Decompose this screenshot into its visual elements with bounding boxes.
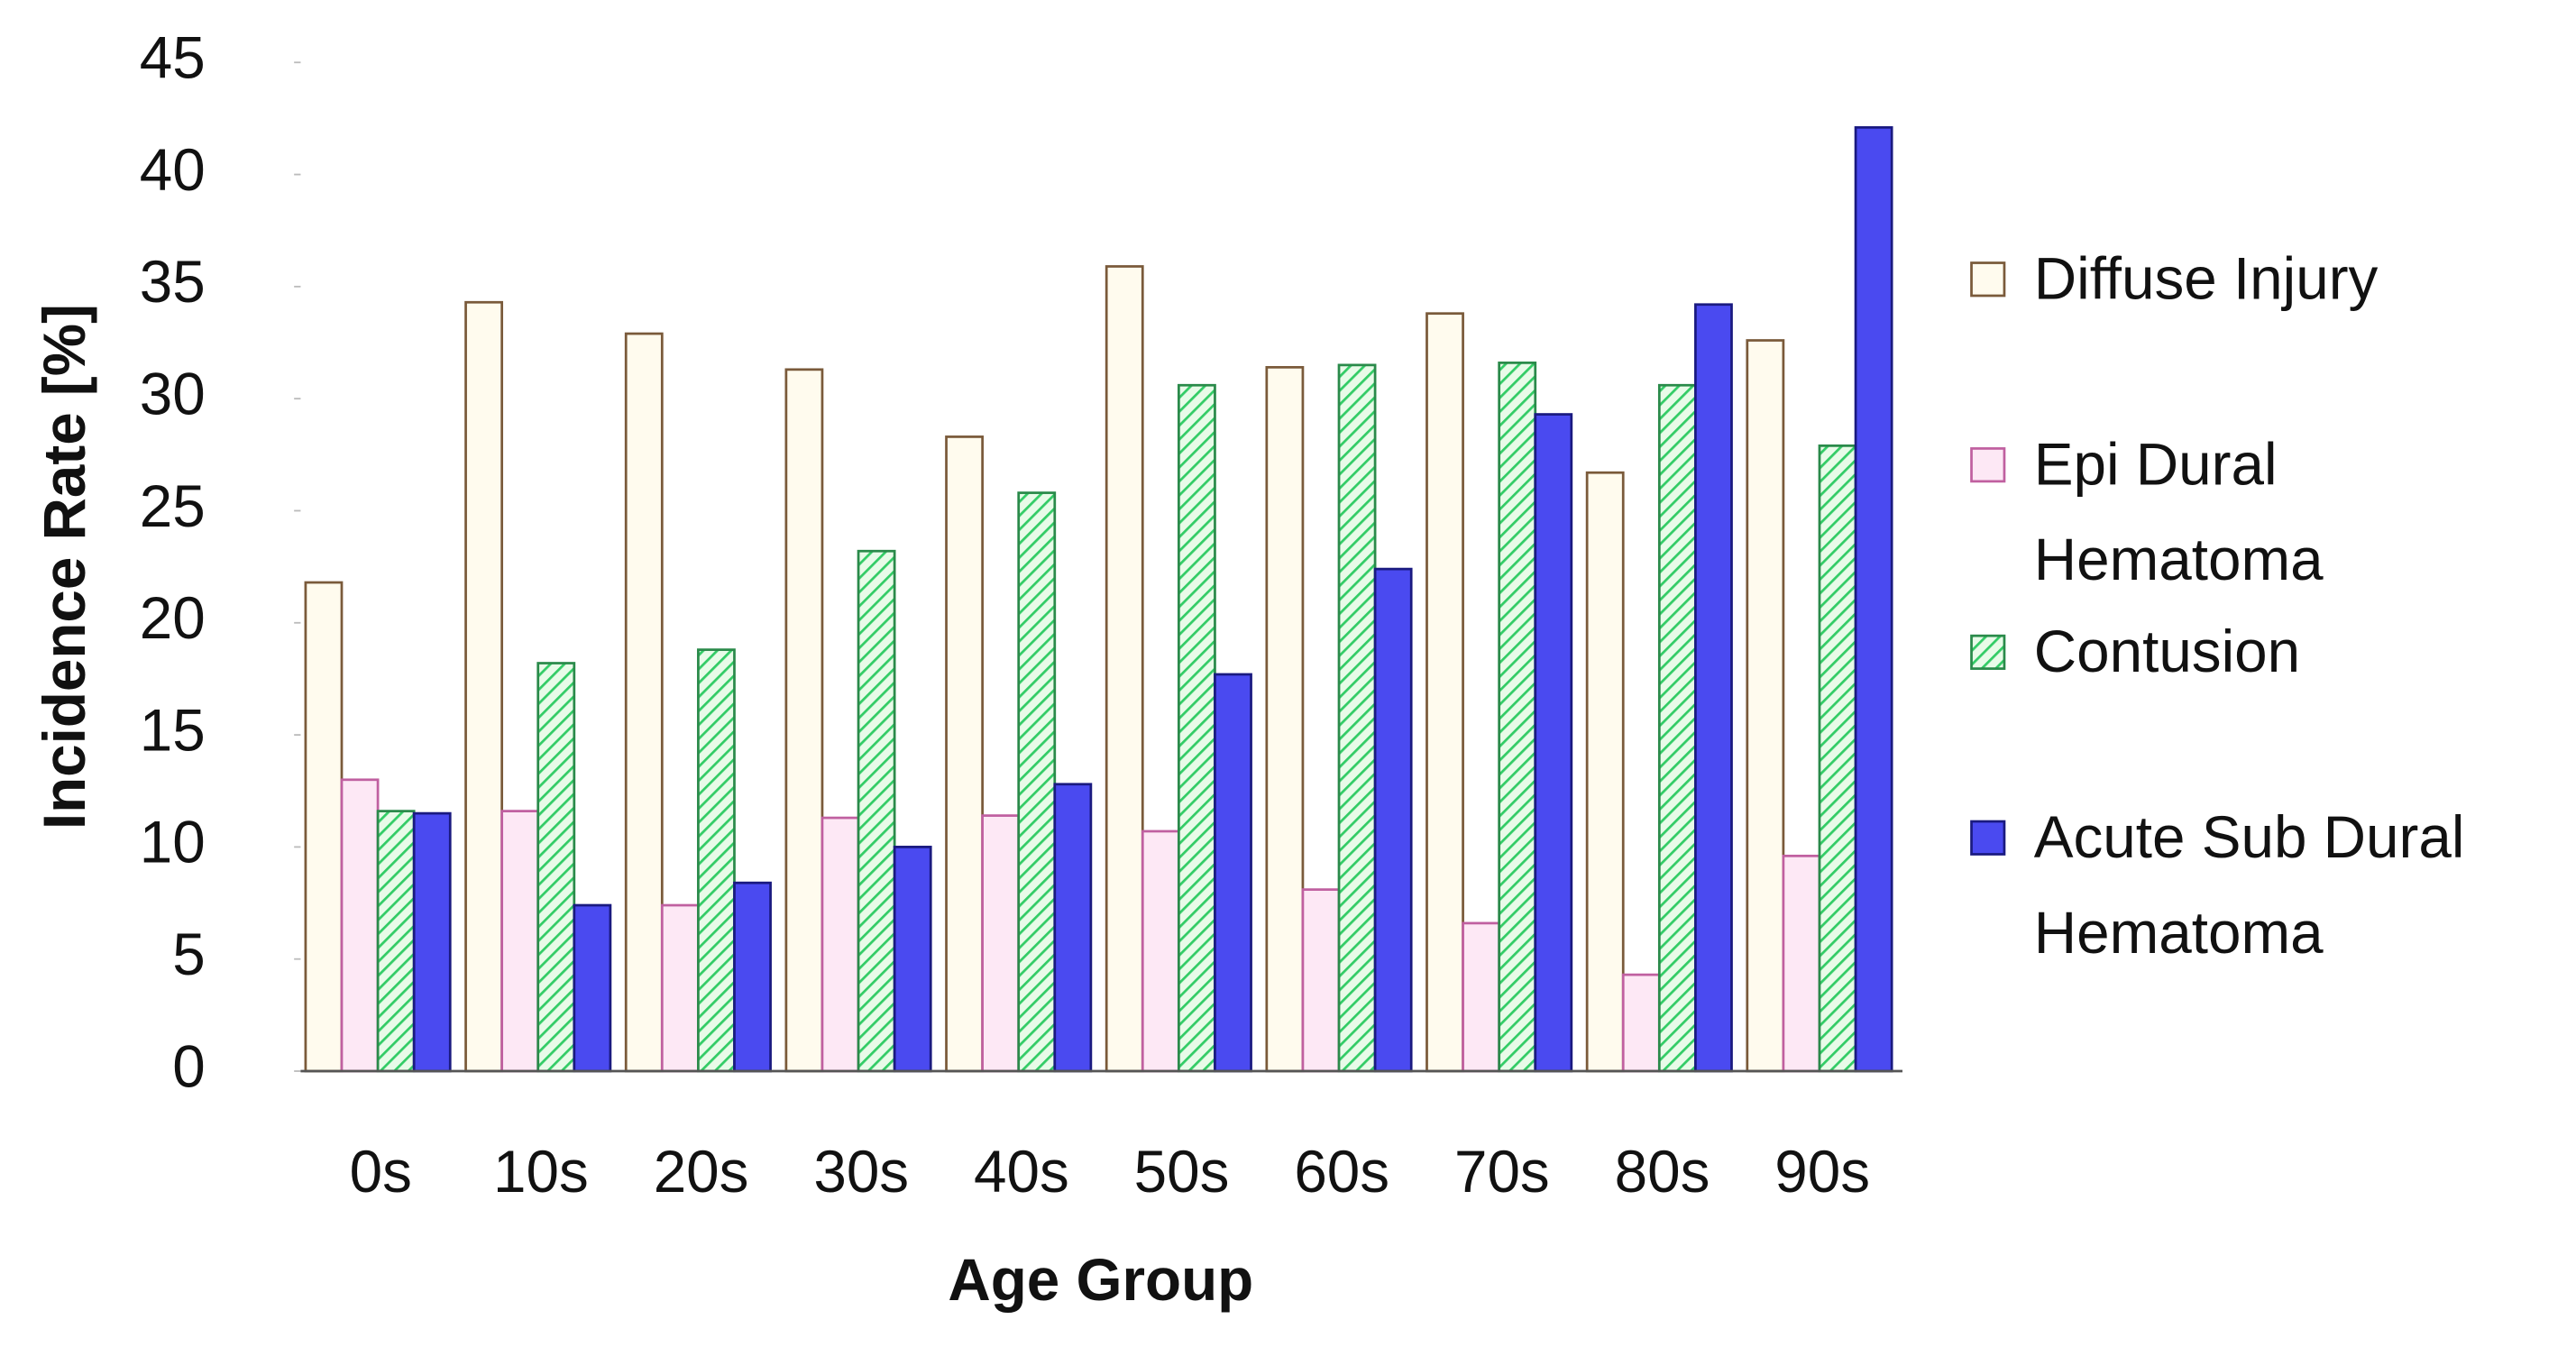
bar <box>464 300 504 1073</box>
y-tick-label: 30 <box>140 361 206 426</box>
x-tick-label: 90s <box>1774 1139 1870 1205</box>
legend-swatch <box>1970 634 2006 670</box>
legend-entry-box: Acute Sub Dural Hematoma <box>2033 803 2465 967</box>
bar <box>1818 444 1857 1073</box>
bar <box>500 810 540 1073</box>
plot-group: Age Group Incidence Rate [%] 0 5 10 15 20 25 3… <box>32 25 2465 1314</box>
bar <box>1017 491 1057 1073</box>
bar <box>857 549 896 1073</box>
legend-label: Contusion <box>2033 618 2301 685</box>
y-tick-label: 10 <box>140 810 206 875</box>
bar <box>1462 921 1501 1073</box>
bar <box>1657 383 1697 1073</box>
legend-swatch <box>1970 447 2006 483</box>
bar <box>945 435 984 1073</box>
bar <box>1854 125 1893 1073</box>
bar <box>1498 362 1537 1073</box>
bar <box>1621 973 1661 1073</box>
bar <box>573 903 612 1073</box>
bar <box>376 810 416 1073</box>
bar <box>1694 303 1733 1073</box>
bar <box>1782 854 1821 1073</box>
bar <box>536 662 576 1073</box>
x-axis-title: Age Group <box>948 1247 1253 1313</box>
bar <box>1141 829 1180 1073</box>
bar <box>1265 365 1305 1073</box>
bar <box>1373 567 1413 1073</box>
bar <box>660 903 700 1073</box>
legend-entry-box: Diffuse Injury <box>2033 244 2379 313</box>
y-tick-label: 5 <box>172 921 205 987</box>
bar <box>304 581 344 1073</box>
bar <box>1746 339 1785 1073</box>
bar <box>820 816 860 1073</box>
y-tick-label: 20 <box>140 585 206 651</box>
bar <box>697 648 736 1073</box>
y-tick-label: 45 <box>140 25 206 91</box>
y-tick-label: 35 <box>140 249 206 315</box>
y-tick-label: 40 <box>140 137 206 203</box>
x-tick-label: 40s <box>974 1139 1069 1205</box>
x-tick-label: 10s <box>493 1139 589 1205</box>
x-tick-label: 50s <box>1134 1139 1230 1205</box>
legend-swatch <box>1970 820 2006 856</box>
bar <box>1337 363 1377 1073</box>
x-tick-label: 70s <box>1454 1139 1550 1205</box>
bar <box>1426 312 1464 1073</box>
bar <box>1214 673 1252 1073</box>
x-tick-label: 20s <box>654 1139 749 1205</box>
bar <box>1301 888 1341 1073</box>
legend-entry-box: Epi Dural Hematoma <box>2033 430 2324 593</box>
legend-label: Acute Sub Dural Hematoma <box>2033 803 2465 967</box>
bar <box>1585 471 1625 1073</box>
legend-swatch <box>1970 261 2006 298</box>
bar <box>893 846 932 1073</box>
legend-label: Epi Dural Hematoma <box>2033 430 2324 593</box>
bar <box>1053 783 1093 1073</box>
bar <box>624 332 664 1073</box>
x-tick-label: 30s <box>813 1139 909 1205</box>
bar <box>784 368 824 1073</box>
y-tick-label: 25 <box>140 473 206 539</box>
y-tick-label: 15 <box>140 697 206 763</box>
bar <box>1534 413 1573 1073</box>
bar <box>981 814 1021 1073</box>
bar <box>733 881 772 1073</box>
legend-entry-box: Contusion <box>2033 618 2301 685</box>
y-axis-title: Incidence Rate [%] <box>32 304 97 829</box>
legend-label: Diffuse Injury <box>2033 244 2379 313</box>
bar <box>340 778 380 1073</box>
bar <box>412 811 452 1073</box>
bar <box>1177 383 1216 1073</box>
x-tick-label: 60s <box>1294 1139 1389 1205</box>
y-tick-label: 0 <box>172 1033 205 1099</box>
bar <box>1105 265 1144 1073</box>
x-tick-label: 80s <box>1615 1139 1710 1205</box>
x-tick-label: 0s <box>350 1139 412 1205</box>
